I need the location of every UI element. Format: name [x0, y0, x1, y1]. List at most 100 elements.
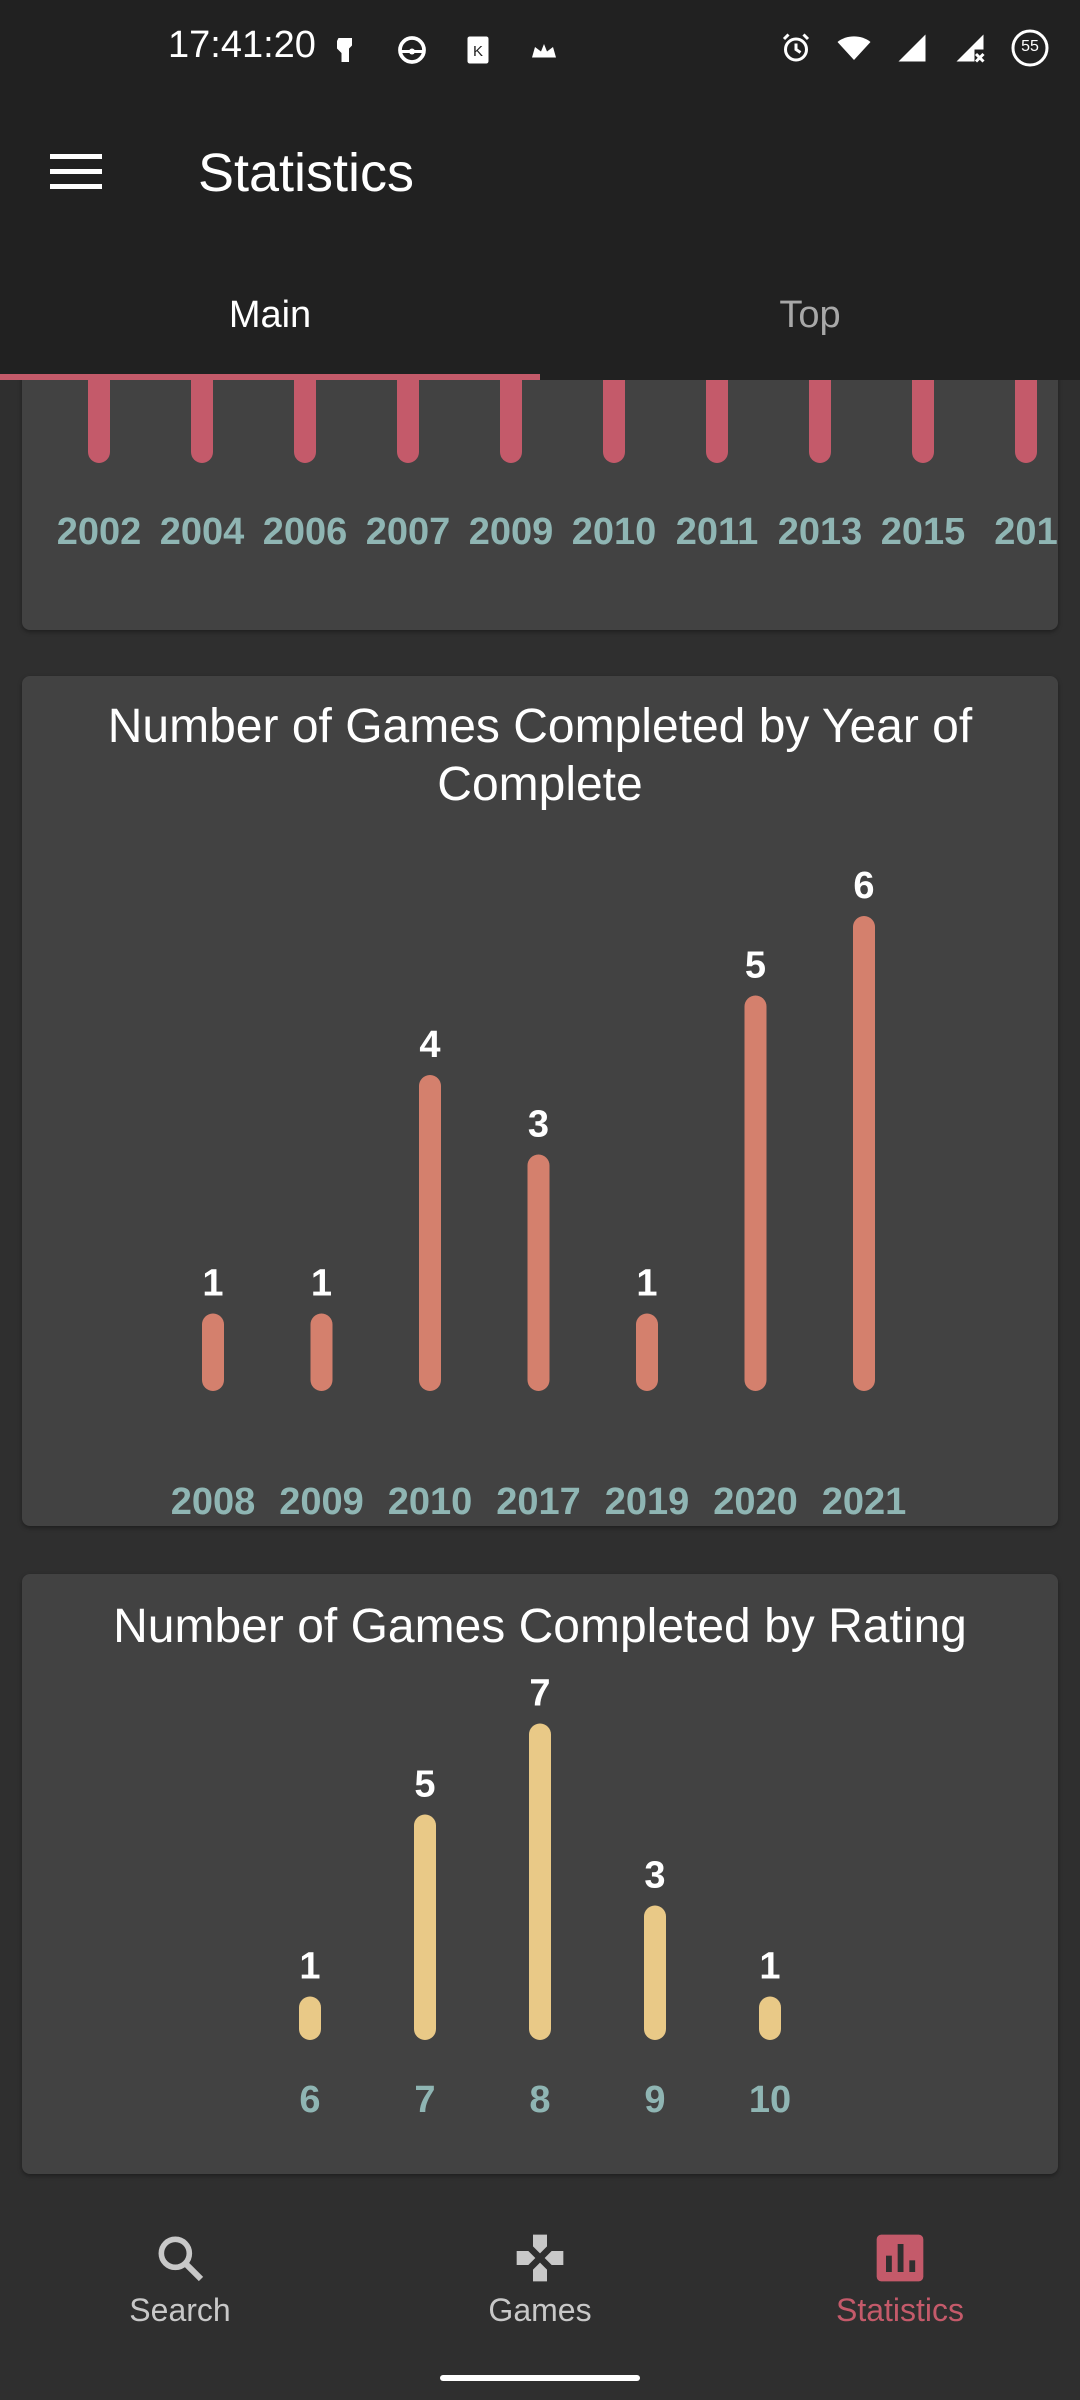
page-title: Statistics — [198, 143, 415, 203]
battery-level: 55 — [1021, 38, 1039, 55]
bar-2004 — [191, 380, 213, 463]
chart-rating: 1 6 5 7 7 8 3 9 1 10 — [299, 1673, 791, 2121]
tick-label-2009: 2009 — [279, 1481, 364, 1523]
menu-icon[interactable] — [50, 152, 102, 192]
signal-no-data-icon — [956, 34, 985, 63]
bar-2021 — [853, 916, 875, 1391]
tick-label-2008: 2008 — [171, 1481, 256, 1523]
data-label-8: 7 — [529, 1673, 550, 1715]
status-time: 17:41:20 — [168, 24, 316, 66]
tick-label-2015: 2015 — [881, 511, 966, 553]
home-indicator — [440, 2375, 640, 2381]
tick-label-2011: 2011 — [676, 511, 758, 553]
tick-label-201: 201 — [994, 511, 1057, 553]
bar-9 — [644, 1905, 666, 2040]
bar-2015 — [912, 380, 934, 463]
tick-label-2020: 2020 — [713, 1481, 798, 1523]
tick-label-2007: 2007 — [366, 511, 451, 553]
chart-year-of-complete: 1 2008 1 2009 4 2010 3 2017 1 2019 5 2020 6 2021 — [171, 865, 907, 1523]
nav-games[interactable]: Games — [360, 2200, 720, 2400]
tab-bar: Main Top — [0, 250, 1080, 380]
data-label-10: 1 — [759, 1946, 780, 1988]
signal-icon — [898, 34, 926, 62]
data-label-2008: 1 — [202, 1263, 223, 1305]
nav-statistics[interactable]: Statistics — [720, 2200, 1080, 2400]
gamepad-icon — [516, 2234, 564, 2282]
svg-text:K: K — [473, 43, 483, 60]
data-label-2010: 4 — [419, 1024, 440, 1066]
bar-2017 — [527, 1154, 550, 1391]
tab-indicator — [0, 374, 540, 380]
tab-main-label: Main — [228, 293, 312, 336]
bar-2011 — [706, 380, 728, 463]
data-label-9: 3 — [644, 1855, 665, 1897]
tick-label-6: 6 — [299, 2079, 320, 2121]
tick-label-2017: 2017 — [496, 1481, 581, 1523]
data-label-2019: 1 — [636, 1263, 657, 1305]
bar-2019 — [636, 1313, 658, 1391]
bar-2007 — [397, 380, 419, 463]
bar-2013 — [809, 380, 831, 463]
data-label-2020: 5 — [745, 945, 766, 987]
tick-label-2006: 2006 — [263, 511, 348, 553]
tick-label-10: 10 — [749, 2079, 791, 2121]
tick-label-8: 8 — [529, 2079, 550, 2121]
chart-card-year-of-complete: Number of Games Completed by Year of Com… — [22, 676, 1058, 1526]
tick-label-2009: 2009 — [469, 511, 554, 553]
tick-label-2002: 2002 — [57, 511, 142, 553]
bar-2020 — [744, 995, 767, 1391]
alarm-icon — [782, 33, 810, 62]
chart-card-partial: 2002 2004 2006 2007 2009 2010 2011 2013 2015 201 — [22, 380, 1058, 630]
nav-search-label: Search — [129, 2292, 231, 2328]
data-label-6: 1 — [299, 1946, 320, 1988]
tab-top[interactable]: Top — [540, 250, 1080, 380]
tab-main[interactable]: Main — [0, 250, 540, 380]
bottom-navigation: Search Games Statistics — [0, 2200, 1080, 2400]
nav-games-label: Games — [488, 2292, 592, 2328]
chart-card-rating: Number of Games Completed by Rating 1 6 5 7… — [22, 1574, 1058, 2174]
tab-top-label: Top — [779, 293, 841, 336]
bar-2009 — [310, 1313, 333, 1391]
chart-partial: 2002 2004 2006 2007 2009 2010 2011 2013 2015 201 — [57, 380, 1058, 553]
bar-2010 — [419, 1075, 441, 1391]
bar-2006 — [294, 380, 316, 463]
steering-wheel-icon — [398, 36, 426, 64]
chart-title-year: Number of Games Completed by Year of Com… — [107, 700, 973, 811]
bar-chart-icon — [876, 2234, 924, 2282]
data-label-2017: 3 — [528, 1104, 549, 1146]
bar-201 — [1015, 380, 1037, 463]
bar-10 — [759, 1996, 781, 2040]
bar-6 — [299, 1996, 321, 2040]
bar-7 — [414, 1814, 436, 2040]
nav-search[interactable]: Search — [0, 2200, 360, 2400]
bar-2008 — [202, 1313, 224, 1391]
wifi-icon — [837, 36, 871, 60]
battery-icon: 55 — [1010, 28, 1050, 68]
notification-icons: K — [328, 30, 562, 70]
search-icon — [158, 2236, 204, 2282]
tick-label-2019: 2019 — [605, 1481, 690, 1523]
tick-label-7: 7 — [414, 2079, 435, 2121]
data-label-2009: 1 — [311, 1263, 332, 1305]
tick-label-2013: 2013 — [778, 511, 863, 553]
card-icon: K — [467, 36, 489, 64]
fist-icon — [337, 38, 352, 62]
tick-label-9: 9 — [644, 2079, 665, 2121]
system-icons: 55 — [778, 28, 1050, 68]
tick-label-2021: 2021 — [822, 1481, 907, 1523]
nav-statistics-label: Statistics — [835, 2292, 965, 2328]
app-bar: Statistics — [0, 100, 1080, 250]
bar-2002 — [88, 380, 110, 463]
chart-title-rating: Number of Games Completed by Rating — [113, 1600, 967, 1653]
tick-label-2010: 2010 — [572, 511, 657, 553]
bar-2010 — [603, 380, 625, 463]
crown-icon — [532, 44, 556, 58]
status-bar: 17:41:20 K 55 — [0, 0, 1080, 100]
bar-2009 — [500, 380, 522, 463]
data-label-7: 5 — [414, 1764, 435, 1806]
tick-label-2010: 2010 — [388, 1481, 473, 1523]
statistics-content[interactable]: 2002 2004 2006 2007 2009 2010 2011 2013 2015 201 … — [0, 380, 1080, 2200]
bar-8 — [529, 1723, 551, 2040]
data-label-2021: 6 — [853, 865, 874, 907]
tick-label-2004: 2004 — [160, 511, 245, 553]
